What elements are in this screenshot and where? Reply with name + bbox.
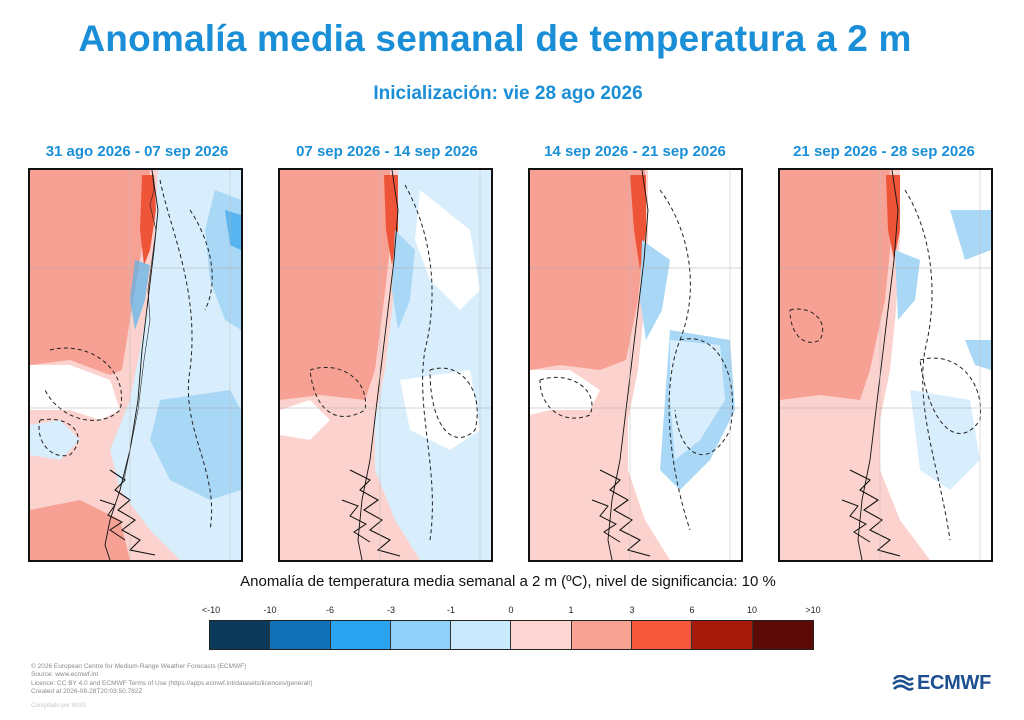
anomaly-map-week-4-graphic (780, 170, 991, 560)
colorbar-swatch (571, 621, 633, 649)
credit-line-source: Source: www.ecmwf.int (31, 671, 99, 679)
colorbar-tick-label: 6 (689, 605, 695, 615)
compiled-by: Compilado por WUG (31, 703, 87, 709)
ecmwf-logo-text: ECMWF (917, 672, 992, 694)
anomaly-map-week-1 (28, 168, 243, 562)
colorbar-tick-label: -3 (386, 605, 396, 615)
colorbar-tick-label: >10 (805, 605, 821, 615)
colorbar-tick-label: -1 (446, 605, 456, 615)
initialization-date: Inicialización: vie 28 ago 2026 (373, 83, 643, 104)
credits-block: © 2026 European Centre for Medium-Range … (31, 663, 313, 696)
page-title: Anomalía media semanal de temperatura a … (78, 18, 912, 59)
colorbar-swatch (330, 621, 391, 649)
anomaly-map-week-3-graphic (530, 170, 741, 560)
colorbar-tick-label: -6 (325, 605, 335, 615)
colorbar-swatch (390, 621, 452, 649)
panel-1-date-range: 31 ago 2026 - 07 sep 2026 (45, 143, 229, 160)
colorbar-swatch (270, 621, 331, 649)
panel-2-date-range: 07 sep 2026 - 14 sep 2026 (296, 143, 478, 160)
credit-line-copyright: © 2026 European Centre for Medium-Range … (31, 663, 247, 670)
colorbar-swatch (210, 621, 271, 649)
colorbar-tick-label: 10 (746, 605, 758, 615)
credit-line-licence: Licence: CC BY 4.0 and ECMWF Terms of Us… (31, 679, 313, 687)
colorbar-swatch (451, 621, 512, 649)
temperature-anomaly-colorbar (209, 620, 814, 650)
colorbar-swatch (511, 621, 572, 649)
credit-line-created: Created at 2026-08-28T20:03:50.782Z (31, 687, 143, 695)
anomaly-map-week-4 (778, 168, 993, 562)
panel-4-date-range: 21 sep 2026 - 28 sep 2026 (793, 143, 975, 160)
anomaly-map-week-3 (528, 168, 743, 562)
colorbar-swatch (752, 621, 813, 649)
colorbar-tick-label: 1 (568, 605, 574, 615)
colorbar-swatch (632, 621, 693, 649)
colorbar-tick-label: <-10 (201, 605, 221, 615)
ecmwf-waves-icon (892, 674, 914, 691)
colorbar-tick-label: 3 (629, 605, 635, 615)
anomaly-map-week-2-graphic (280, 170, 491, 560)
colorbar-swatch (692, 621, 753, 649)
legend-title: Anomalía de temperatura media semanal a … (240, 573, 776, 590)
colorbar-tick-label: -10 (263, 605, 277, 615)
ecmwf-logo: ECMWF (892, 672, 991, 695)
anomaly-map-week-1-graphic (30, 170, 241, 560)
colorbar-tick-label: 0 (508, 605, 514, 615)
anomaly-map-week-2 (278, 168, 493, 562)
panel-3-date-range: 14 sep 2026 - 21 sep 2026 (544, 143, 726, 160)
